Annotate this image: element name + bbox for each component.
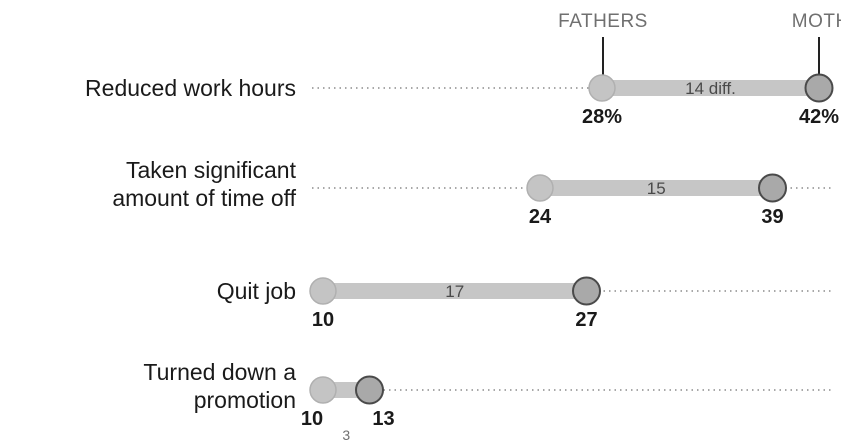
- difference-bar: [540, 180, 773, 196]
- category-label: Quit job: [217, 278, 296, 304]
- value-label-mothers: 13: [372, 408, 394, 430]
- difference-bar: [602, 80, 819, 96]
- category-label: Reduced work hours: [85, 75, 296, 101]
- chart-legend: FATHERS MOTHERS: [558, 11, 841, 75]
- dot-mothers: [804, 73, 834, 103]
- value-label-fathers: 10: [301, 408, 323, 430]
- value-label-mothers: 39: [761, 206, 783, 228]
- legend-label-mothers: MOTHERS: [792, 11, 841, 32]
- difference-label: 17: [445, 282, 464, 301]
- dot-mothers: [758, 173, 787, 203]
- row-1: Reduced work hours 14 diff. 28% 42%: [85, 73, 839, 128]
- value-label-mothers: 27: [575, 309, 597, 331]
- dot-fathers: [309, 277, 337, 305]
- category-label: Turned down a: [143, 359, 296, 385]
- value-label-fathers: 10: [312, 309, 334, 331]
- category-label: promotion: [194, 387, 296, 413]
- difference-label: 15: [647, 179, 666, 198]
- difference-bar: [323, 283, 587, 299]
- legend-label-fathers: FATHERS: [558, 11, 648, 32]
- chart-rows: Reduced work hours 14 diff. 28% 42% Taken si…: [85, 73, 839, 443]
- value-label-fathers: 28%: [582, 106, 622, 128]
- dot-fathers: [309, 376, 337, 404]
- value-label-fathers: 24: [529, 206, 552, 228]
- value-label-mothers: 42%: [799, 106, 839, 128]
- category-label: amount of time off: [112, 185, 296, 211]
- dot-fathers: [588, 74, 616, 102]
- dot-fathers: [526, 174, 554, 202]
- category-label: Taken significant: [126, 157, 297, 183]
- dot-mothers: [355, 375, 384, 405]
- difference-label: 3: [342, 427, 350, 443]
- dot-mothers: [572, 276, 601, 306]
- row-3: Quit job 17 10 27: [217, 276, 834, 331]
- difference-label: 14 diff.: [685, 79, 736, 98]
